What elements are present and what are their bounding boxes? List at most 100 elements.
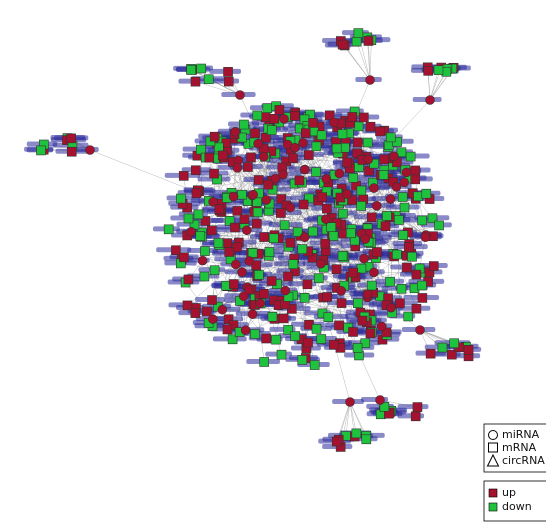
mrna-node [66,133,76,144]
mirna-node [208,197,218,207]
mirna-node [85,145,95,155]
mirna-node [363,154,373,165]
mrna-node [398,230,408,240]
mirna-node [228,191,239,202]
edge [293,142,304,259]
mrna-node [405,151,416,162]
mrna-node [402,262,412,273]
mrna-node [417,280,427,291]
mrna-node [410,411,421,422]
mrna-node [410,174,421,185]
mrna-node [311,141,322,152]
mrna-node [316,130,327,141]
edge [349,401,357,434]
mrna-node [298,199,309,210]
mrna-node [396,283,407,294]
mirna-node [360,234,371,244]
mirna-node [371,201,382,211]
mrna-node [351,428,362,439]
edge [368,40,371,81]
mrna-node [366,212,377,223]
edge [369,40,372,81]
mirna-node [321,174,332,184]
mirna-node [232,163,243,173]
mrna-node [413,191,423,202]
mirna-node [237,267,247,278]
mrna-node [269,113,280,124]
mrna-node [267,311,278,322]
mrna-node [207,295,217,305]
mirna-node [261,195,272,205]
mrna-node [261,333,272,344]
mrna-node [353,298,363,308]
mrna-node [223,76,234,87]
mrna-node [213,238,224,248]
legend-label: mRNA [502,441,537,454]
mrna-node [292,227,303,237]
mirna-node [316,258,326,269]
mrna-node [331,436,342,447]
mrna-node [243,162,253,172]
mrna-node [163,224,174,235]
mrna-node [279,220,290,230]
mrna-node [222,324,233,335]
mrna-node [252,110,263,121]
mrna-node [223,67,233,77]
mrna-node [183,213,194,224]
mrna-node [183,274,194,285]
mrna-node [301,128,311,138]
mrna-node [288,259,299,269]
mrna-node [271,334,281,345]
mrna-node [311,324,322,334]
mirna-node [298,138,308,148]
mirna-node [197,255,208,266]
mrna-node [182,300,193,311]
legend-label: down [502,500,532,513]
mrna-node [239,214,250,224]
legend-shapes: miRNA mRNA circRNA [483,423,546,473]
legend-label: miRNA [502,428,540,441]
edge [427,70,431,101]
mrna-node [352,148,362,159]
mrna-node [365,328,376,339]
legend-box [483,423,546,473]
mirna-node [278,169,288,180]
mrna-node [353,121,364,132]
mrna-node [171,245,181,256]
mrna-node [366,280,377,291]
mrna-node [303,337,313,348]
mrna-node [337,129,348,139]
mrna-node [224,216,235,226]
mrna-node [348,172,359,183]
mirna-node [365,75,375,85]
mrna-node [394,215,404,225]
mrna-node [186,65,196,75]
mrna-node [247,248,258,258]
edge [356,41,371,81]
mrna-node [217,150,228,161]
mirna-node [345,397,355,407]
mirna-node [362,289,373,299]
mrna-node [302,279,313,290]
mrna-node [379,154,390,165]
mrna-node [230,222,240,233]
mrna-node [179,252,189,263]
mrna-node [423,66,433,76]
mrna-node [381,327,392,338]
mrna-node [320,238,330,249]
mrna-node [264,247,275,257]
mrna-node [203,74,214,85]
mrna-node [433,65,444,75]
mirna-node [285,202,296,213]
mirna-node [290,142,300,153]
mrna-node [364,165,374,176]
nodes [36,28,474,452]
mrna-node [397,192,408,202]
mrna-node [334,320,344,331]
mirna-node [359,253,369,264]
mrna-node [463,345,474,355]
mrna-node [304,193,314,204]
mrna-node [196,63,206,74]
